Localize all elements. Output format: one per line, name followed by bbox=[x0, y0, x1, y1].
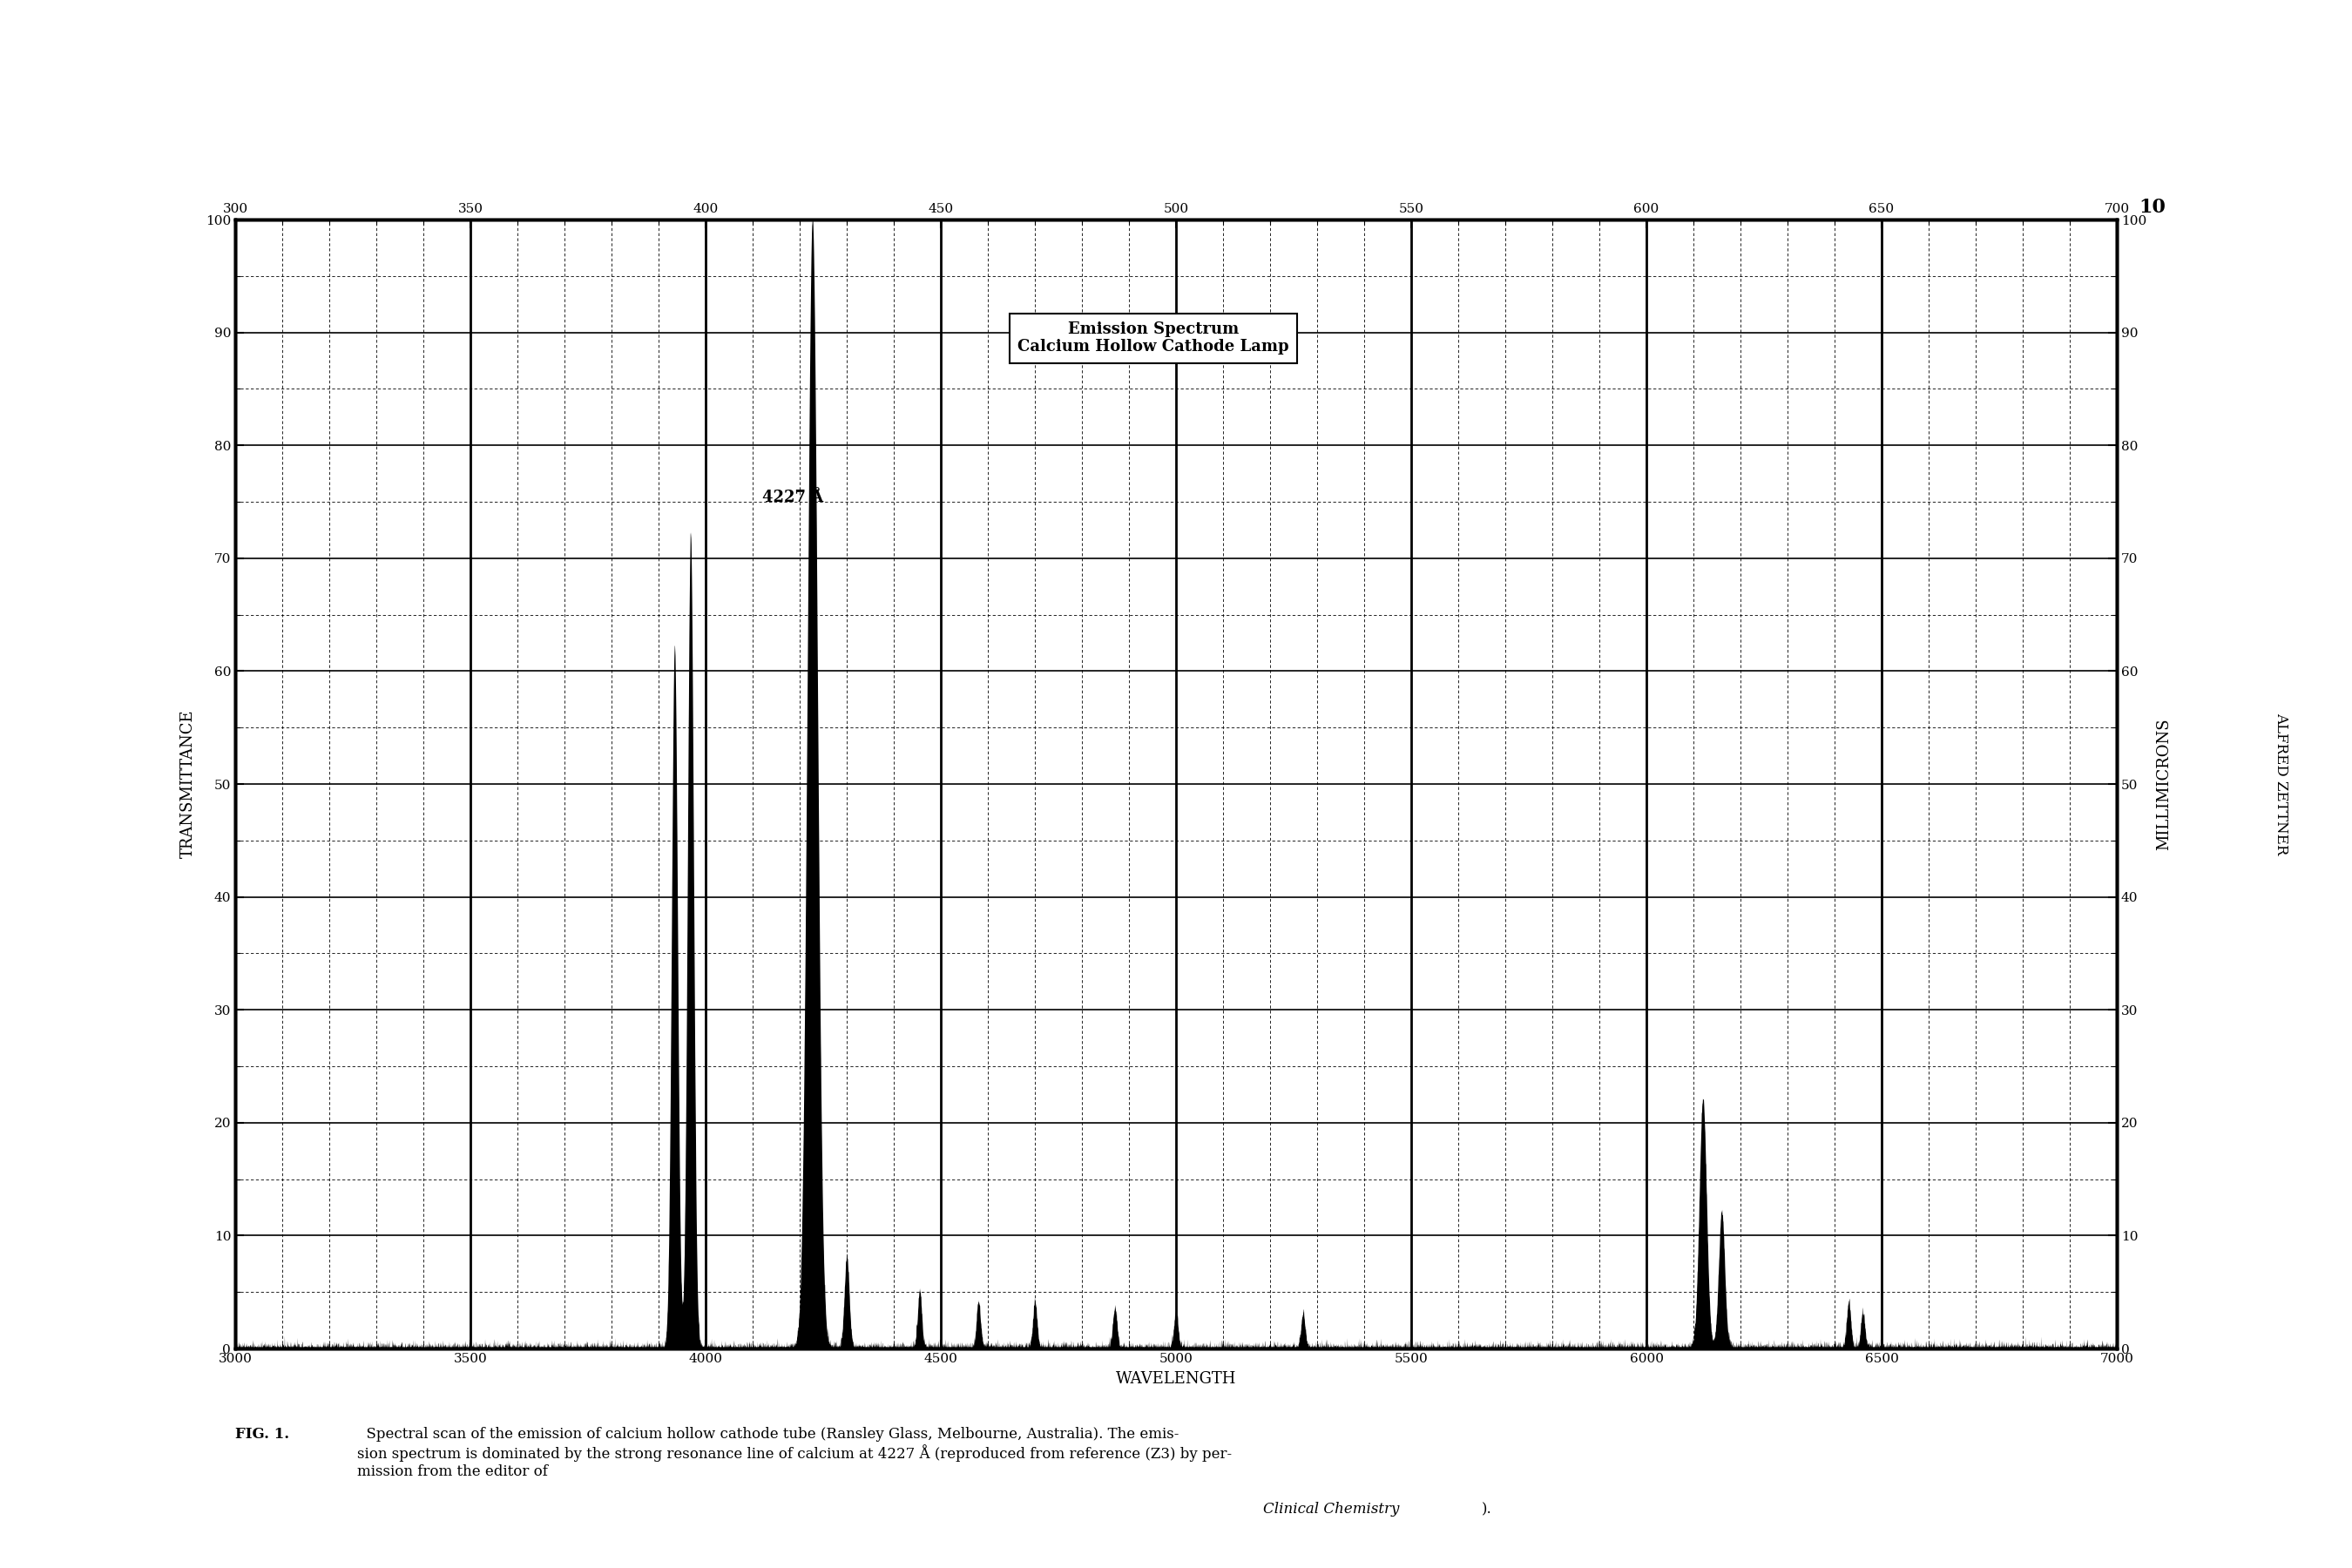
Text: 10: 10 bbox=[2138, 198, 2166, 216]
Text: 4227 Å: 4227 Å bbox=[762, 489, 823, 505]
Text: Emission Spectrum
Calcium Hollow Cathode Lamp: Emission Spectrum Calcium Hollow Cathode… bbox=[1018, 321, 1289, 354]
Y-axis label: TRANSMITTANCE: TRANSMITTANCE bbox=[181, 710, 195, 858]
Text: FIG. 1.: FIG. 1. bbox=[235, 1427, 289, 1441]
Text: ALFRED ZETTNER: ALFRED ZETTNER bbox=[2274, 713, 2288, 855]
Text: ).: ). bbox=[1482, 1502, 1491, 1516]
Text: Clinical Chemistry: Clinical Chemistry bbox=[1263, 1502, 1399, 1516]
X-axis label: WAVELENGTH: WAVELENGTH bbox=[1115, 1370, 1237, 1386]
Text: Spectral scan of the emission of calcium hollow cathode tube (Ransley Glass, Mel: Spectral scan of the emission of calcium… bbox=[358, 1427, 1232, 1479]
Y-axis label: MILLIMICRONS: MILLIMICRONS bbox=[2157, 718, 2171, 850]
